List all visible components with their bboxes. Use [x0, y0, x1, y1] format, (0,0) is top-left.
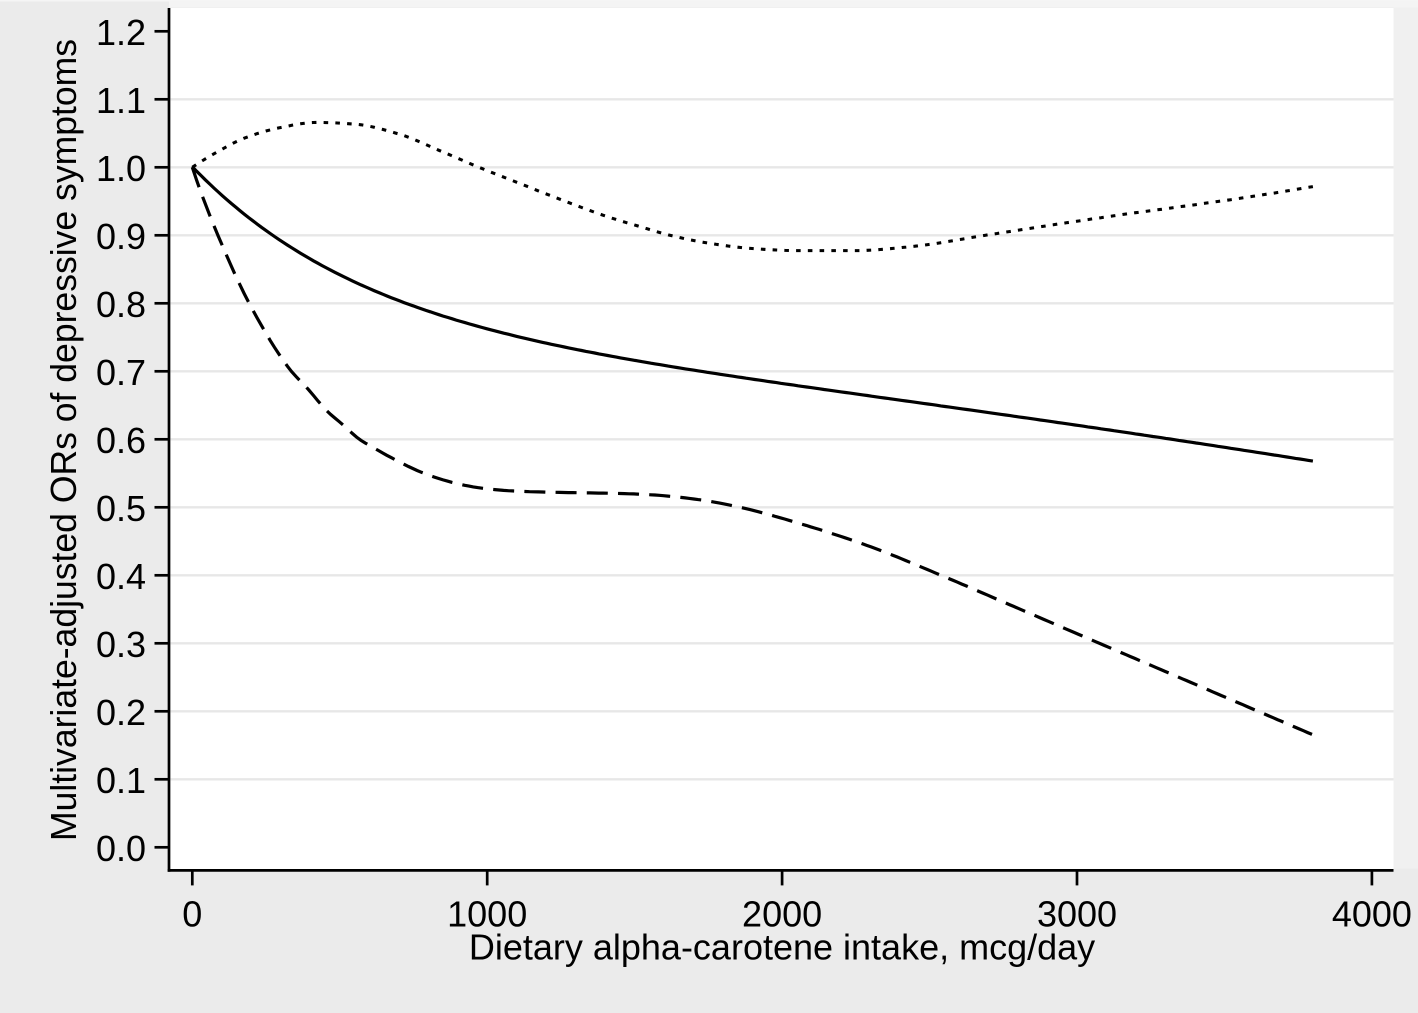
svg-text:0.2: 0.2: [96, 692, 146, 733]
svg-text:3000: 3000: [1037, 894, 1117, 935]
svg-text:0.0: 0.0: [96, 828, 146, 869]
svg-text:0.4: 0.4: [96, 556, 146, 597]
svg-text:1.1: 1.1: [96, 80, 146, 121]
svg-text:0.1: 0.1: [96, 760, 146, 801]
svg-text:0.6: 0.6: [96, 420, 146, 461]
svg-text:Dietary alpha-carotene intake,: Dietary alpha-carotene intake, mcg/day: [469, 927, 1095, 968]
svg-text:2000: 2000: [742, 894, 822, 935]
svg-text:Multivariate-adjusted ORs of d: Multivariate-adjusted ORs of depressive …: [43, 39, 84, 841]
svg-text:0: 0: [182, 894, 202, 935]
svg-text:1.2: 1.2: [96, 12, 146, 53]
svg-text:0.7: 0.7: [96, 352, 146, 393]
svg-text:4000: 4000: [1332, 894, 1412, 935]
svg-text:1000: 1000: [447, 894, 527, 935]
svg-text:0.3: 0.3: [96, 624, 146, 665]
svg-text:0.9: 0.9: [96, 216, 146, 257]
svg-text:0.8: 0.8: [96, 284, 146, 325]
svg-text:1.0: 1.0: [96, 148, 146, 189]
svg-text:0.5: 0.5: [96, 488, 146, 529]
